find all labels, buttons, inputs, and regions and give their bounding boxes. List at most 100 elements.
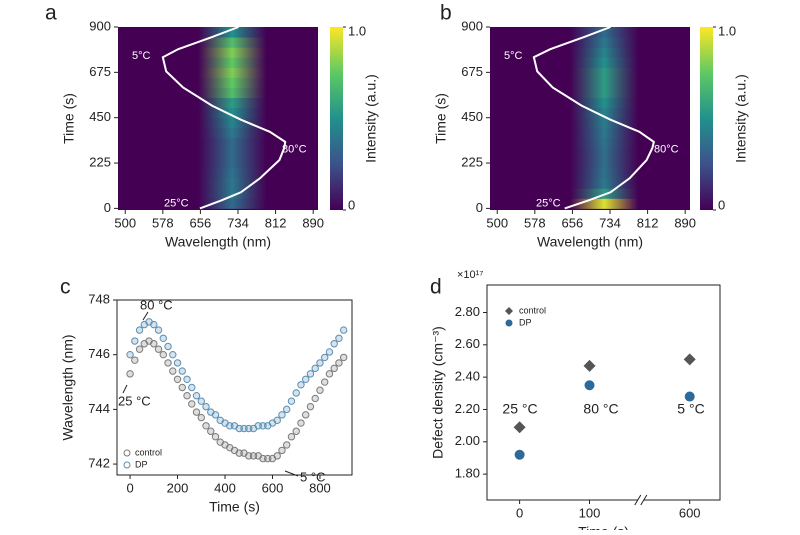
data-point	[325, 370, 334, 378]
data-point	[321, 378, 329, 386]
legend-marker	[505, 319, 513, 327]
heatmap-row	[198, 67, 267, 78]
heatmap-row	[198, 47, 267, 58]
y-tick-label: 744	[88, 401, 110, 416]
heatmap-row	[570, 27, 639, 38]
heatmap-row	[570, 117, 639, 129]
heatmap-row	[198, 97, 267, 109]
data-point	[316, 359, 324, 367]
data-point	[302, 375, 310, 383]
data-point	[188, 383, 196, 392]
y-tick-label: 225	[461, 154, 483, 169]
x-tick-label: 500	[114, 215, 136, 230]
heatmap-row	[570, 137, 639, 149]
data-point	[683, 353, 696, 366]
data-point	[278, 411, 286, 419]
data-point	[283, 405, 291, 414]
x-tick-label: 734	[227, 215, 249, 230]
heatmap-row	[570, 77, 639, 88]
y-tick-label: 675	[89, 64, 111, 79]
heatmap-row	[570, 107, 639, 119]
data-point	[584, 380, 595, 391]
legend-marker	[123, 461, 131, 469]
annotation-arrow	[122, 384, 128, 394]
x-tick-label: 0	[516, 505, 523, 520]
data-point	[183, 375, 191, 383]
x-tick-label: 656	[190, 215, 212, 230]
data-point	[684, 391, 695, 402]
y-axis-label: Time (s)	[61, 93, 77, 144]
x-tick-label: 656	[562, 215, 584, 230]
heatmap-row	[198, 147, 267, 159]
data-point	[330, 340, 338, 348]
y-tick-label: 900	[461, 18, 483, 33]
data-point	[211, 411, 220, 419]
data-point	[335, 334, 343, 342]
data-point	[126, 370, 134, 378]
y-tick-label: 2.80	[455, 304, 480, 319]
heatmap-row	[570, 127, 639, 139]
axis-break-gap	[637, 496, 644, 504]
x-tick-label: 200	[167, 480, 189, 495]
y-tick-label: 675	[461, 64, 483, 79]
data-point	[126, 350, 134, 359]
data-point	[278, 446, 286, 455]
data-point	[178, 367, 186, 375]
y-axis-label: Defect density (cm⁻³)	[430, 326, 446, 459]
legend-marker	[123, 449, 131, 457]
y-tick-label: 1.80	[455, 466, 480, 481]
y-tick-label: 0	[104, 200, 111, 215]
data-point	[339, 326, 348, 334]
heatmap-row	[570, 37, 639, 48]
panel-letter: d	[430, 276, 442, 299]
data-point	[192, 392, 201, 400]
data-point	[311, 394, 319, 403]
legend-label: control	[519, 305, 546, 315]
x-tick-label: 890	[674, 215, 696, 230]
y-tick-label: 225	[89, 154, 111, 169]
x-tick-label: 578	[524, 215, 546, 230]
x-tick-label: 0	[126, 480, 133, 495]
annotation: 80°C	[654, 144, 679, 156]
data-point	[297, 381, 305, 389]
x-tick-label: 578	[152, 215, 174, 230]
y-tick-label: 748	[88, 291, 110, 306]
y-tick-label: 742	[88, 456, 110, 471]
annotation: 25 °C	[502, 401, 537, 417]
x-axis-label: Wavelength (nm)	[165, 234, 271, 250]
heatmap-row	[198, 37, 267, 48]
x-tick-label: 600	[679, 505, 701, 520]
data-point	[183, 392, 191, 400]
annotation: 5 °C	[300, 469, 325, 484]
heatmap-row	[198, 168, 267, 179]
heatmap-row	[570, 67, 639, 78]
plot-frame	[486, 284, 721, 501]
data-point	[135, 326, 144, 334]
temperature-curve	[532, 26, 655, 210]
data-point	[283, 441, 291, 449]
heatmap-row	[570, 198, 639, 209]
x-axis-label: Wavelength (nm)	[537, 234, 643, 250]
x-axis-label: Time (s)	[209, 499, 260, 515]
temperature-curve	[161, 26, 287, 210]
axis-break	[640, 494, 648, 506]
data-point	[202, 402, 210, 411]
legend-marker	[505, 307, 513, 315]
colorbar-tick-label: 1.0	[348, 23, 366, 38]
annotation: 80°C	[282, 144, 307, 156]
heatmap-row	[198, 188, 267, 199]
x-tick-label: 800	[309, 480, 331, 495]
y-tick-label: 900	[89, 18, 111, 33]
heatmap-row	[198, 158, 267, 169]
data-point	[150, 340, 158, 348]
data-point	[292, 427, 300, 435]
heatmap-row	[198, 198, 267, 209]
legend-label: DP	[135, 459, 148, 469]
annotation: 25°C	[164, 198, 189, 210]
annotation: 5°C	[132, 50, 151, 62]
data-point	[173, 375, 182, 383]
y-tick-label: 2.60	[455, 336, 480, 351]
colorbar-tick-label: 0	[348, 197, 355, 212]
heatmap-row	[570, 178, 639, 189]
heatmap-row	[570, 168, 639, 179]
